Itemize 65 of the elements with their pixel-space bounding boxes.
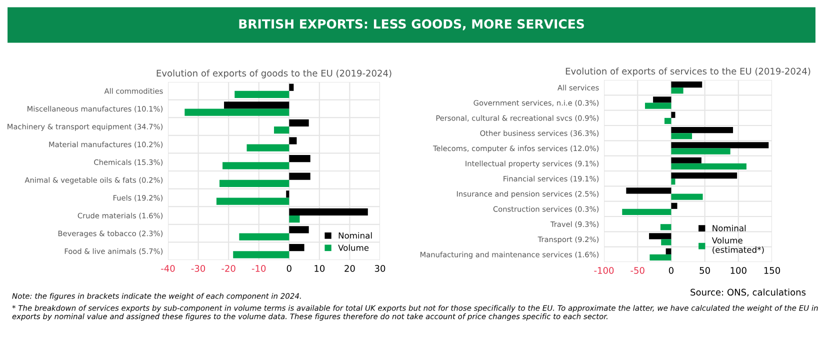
bar bbox=[289, 208, 368, 216]
x-tick-label: 100 bbox=[730, 267, 746, 274]
x-tick-label: -10 bbox=[252, 265, 266, 272]
x-tick-label: -20 bbox=[222, 265, 236, 272]
bar bbox=[661, 239, 672, 246]
bar bbox=[671, 163, 746, 170]
legend-label: Volume (estimated*) bbox=[712, 237, 764, 254]
chart-subtitle: Evolution of exports of services to the EU (2019-2024) bbox=[566, 68, 810, 76]
bar bbox=[219, 180, 290, 188]
bar bbox=[671, 202, 678, 209]
bar bbox=[660, 224, 672, 230]
x-tick-label: -50 bbox=[630, 267, 644, 274]
bar bbox=[289, 137, 297, 144]
bar bbox=[286, 190, 290, 198]
bar bbox=[671, 112, 676, 118]
bar bbox=[626, 188, 672, 194]
bar bbox=[671, 82, 702, 88]
x-tick-label: 150 bbox=[764, 267, 780, 274]
bar bbox=[233, 251, 290, 258]
bar bbox=[234, 90, 290, 98]
chart-subtitle: Evolution of exports of goods to the EU (2019-2024) bbox=[156, 70, 392, 78]
x-tick-label: 0 bbox=[286, 265, 292, 272]
x-tick-label: -30 bbox=[191, 265, 206, 272]
bar bbox=[289, 84, 294, 91]
bar bbox=[671, 142, 769, 148]
bar bbox=[216, 198, 290, 205]
x-tick-label: 20 bbox=[344, 265, 355, 272]
bar bbox=[671, 172, 738, 179]
bar bbox=[671, 157, 702, 164]
bar bbox=[246, 144, 290, 152]
bar bbox=[289, 172, 310, 180]
source-note: Source: ONS, calculations bbox=[690, 288, 806, 297]
bar bbox=[671, 127, 734, 134]
text: BRITISH EXPORTS: LESS GOODS, MORE SERVICES bbox=[239, 19, 584, 30]
legend-label: Nominal bbox=[712, 224, 746, 232]
bar bbox=[184, 108, 290, 116]
bar bbox=[671, 133, 692, 140]
bar bbox=[650, 254, 672, 260]
bar bbox=[644, 102, 672, 109]
bar bbox=[653, 96, 672, 103]
bar bbox=[289, 216, 300, 223]
x-tick-label: 0 bbox=[668, 267, 674, 274]
bar bbox=[222, 162, 290, 170]
bar bbox=[289, 244, 304, 252]
bar bbox=[239, 233, 290, 240]
bar bbox=[671, 178, 676, 185]
bar bbox=[671, 88, 684, 94]
legend-label: Nominal bbox=[338, 232, 372, 239]
bar bbox=[671, 194, 703, 200]
x-tick-label: 10 bbox=[314, 265, 325, 272]
bar bbox=[664, 118, 672, 124]
bar bbox=[666, 248, 672, 254]
bar bbox=[671, 148, 730, 154]
x-tick-label: 30 bbox=[374, 265, 386, 272]
bar bbox=[289, 154, 310, 162]
x-tick-label: -40 bbox=[161, 265, 175, 272]
bar bbox=[289, 119, 309, 126]
bar bbox=[649, 233, 672, 240]
x-tick-label: 50 bbox=[700, 267, 710, 274]
bar bbox=[622, 208, 672, 215]
legend-label: Volume bbox=[338, 244, 369, 251]
bar bbox=[224, 102, 290, 109]
bar bbox=[274, 126, 290, 134]
bar bbox=[289, 226, 309, 234]
x-tick-label: -100 bbox=[594, 267, 614, 274]
